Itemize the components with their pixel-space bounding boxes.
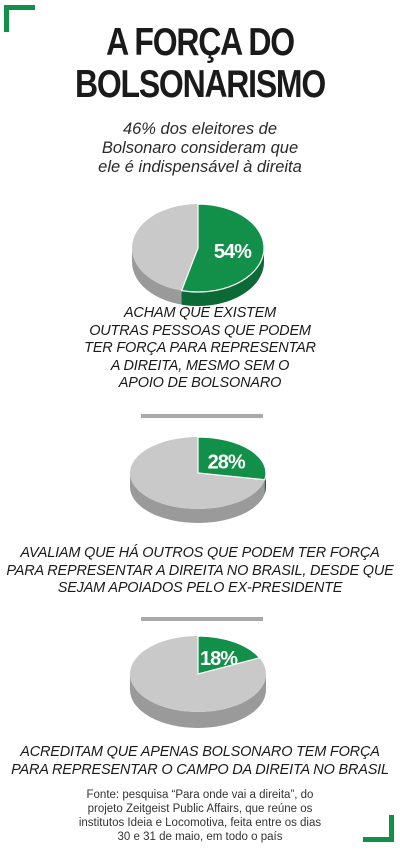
title-line-2: BOLSONARISMO — [75, 63, 326, 106]
subtitle-line-2: Bolsonaro consideram que — [101, 139, 299, 157]
pie-1-desc-line-5: APOIO DE BOLSONARO — [118, 375, 282, 391]
source-line-4: 30 e 31 de maio, em todo o país — [117, 831, 283, 843]
pie-1-desc-line-4: A DIREITA, MESMO SEM O — [110, 357, 290, 374]
pie-chart-1: 54% — [132, 203, 265, 306]
pie-value-label: 54% — [214, 241, 252, 263]
pie-value-label: 18% — [200, 648, 238, 670]
pie-side-gray — [130, 674, 266, 728]
pie-value-label: 28% — [208, 452, 246, 474]
pie-1-desc-line-2: OUTRAS PESSOAS QUE PODEM — [89, 322, 311, 339]
source-line-2: projeto Zeitgeist Public Affairs, que re… — [87, 803, 313, 815]
divider-2 — [141, 617, 263, 621]
subtitle: 46% dos eleitores de Bolsonaro considera… — [0, 120, 400, 177]
pie-2-description: AVALIAM QUE HÁ OUTROS QUE PODEM TER FORÇ… — [0, 545, 400, 598]
pie-3-desc-line-2: PARA REPRESENTAR O CAMPO DA DIREITA NO B… — [11, 761, 389, 778]
pie-side-gray — [130, 473, 266, 523]
pie-3-description: ACREDITAM QUE APENAS BOLSONARO TEM FORÇA… — [0, 744, 400, 779]
subtitle-line-1: 46% dos eleitores de — [122, 120, 278, 138]
pie-slice-highlight — [180, 203, 265, 293]
pie-1-desc-line-1: ACHAM QUE EXISTEM — [123, 305, 277, 321]
source-line-3: institutos Ideia e Locomotiva, feita ent… — [78, 817, 322, 829]
pie-3-desc-line-1: ACREDITAM QUE APENAS BOLSONARO TEM FORÇA — [20, 744, 380, 760]
page-title: A FORÇA DO BOLSONARISMO — [36, 22, 364, 106]
pie-slice-highlight — [197, 635, 261, 675]
source-note: Fonte: pesquisa “Para onde vai a direita… — [0, 788, 400, 844]
pie-2-desc-line-1: AVALIAM QUE HÁ OUTROS QUE PODEM TER FORÇ… — [20, 545, 380, 561]
divider-1 — [141, 414, 263, 418]
pie-chart-3: 18% — [130, 635, 266, 728]
pie-slice-highlight — [197, 436, 267, 481]
pie-side-accent — [181, 248, 264, 306]
pie-2-desc-line-2: PARA REPRESENTAR A DIREITA NO BRASIL, DE… — [6, 562, 394, 579]
subtitle-line-3: ele é indispensável à direita — [98, 158, 302, 176]
source-line-1: Fonte: pesquisa “Para onde vai a direita… — [86, 789, 314, 801]
pie-2-desc-line-3: SEJAM APOIADOS PELO EX-PRESIDENTE — [57, 580, 343, 596]
corner-mark-top-left — [4, 5, 35, 32]
corner-mark-bottom-right — [363, 815, 394, 842]
title-line-1: A FORÇA DO — [106, 21, 295, 64]
pie-1-desc-line-3: TER FORÇA PARA REPRESENTAR — [84, 340, 316, 356]
pie-1-description: ACHAM QUE EXISTEM OUTRAS PESSOAS QUE POD… — [0, 305, 400, 393]
pie-chart-2: 28% — [130, 436, 267, 523]
